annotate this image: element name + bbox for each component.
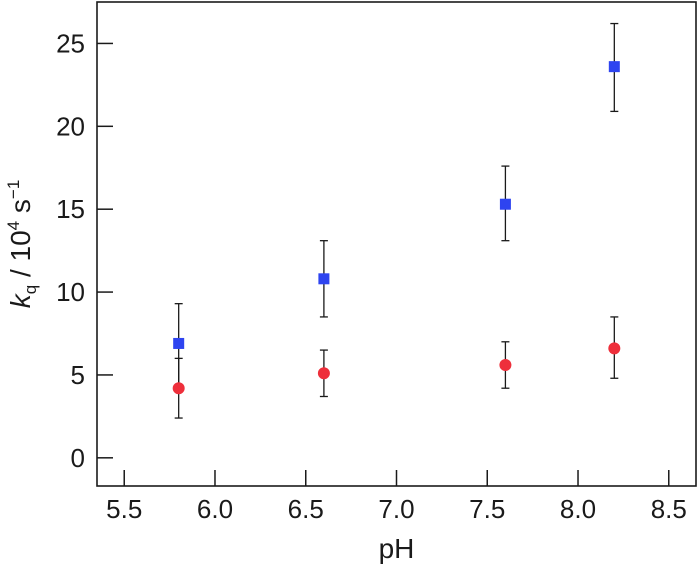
data-point-square <box>318 273 330 285</box>
error-bars <box>174 22 619 419</box>
x-tick-label: 7.5 <box>469 494 505 524</box>
x-tick-label: 8.0 <box>560 494 596 524</box>
x-tick-label: 6.5 <box>288 494 324 524</box>
y-tick-label: 15 <box>56 194 85 224</box>
data-point-circle <box>317 367 330 380</box>
y-tick-label: 20 <box>56 111 85 141</box>
x-tick-label: 5.5 <box>106 494 142 524</box>
tick-marks <box>97 42 670 486</box>
x-tick-label: 6.0 <box>197 494 233 524</box>
tick-labels: 5.5 6.0 6.5 7.0 7.5 8.0 8.5 0 5 10 15 20 25 <box>56 28 687 524</box>
plot-frame <box>96 1 697 487</box>
y-tick-label: 5 <box>71 360 85 390</box>
y-axis-title: kq / 104 s−1 <box>4 180 40 309</box>
y-tick-label: 0 <box>71 443 85 473</box>
data-point-circle <box>499 359 512 371</box>
data-point-square <box>499 198 511 210</box>
data-point-square <box>173 337 185 349</box>
data-markers <box>172 61 621 395</box>
y-tick-label: 10 <box>56 277 85 307</box>
x-axis-title: pH <box>379 533 415 564</box>
y-tick-label: 25 <box>56 28 85 58</box>
data-point-circle <box>608 342 621 355</box>
x-tick-label: 8.5 <box>651 494 687 524</box>
data-point-square <box>608 61 620 73</box>
data-point-circle <box>172 382 185 395</box>
x-tick-label: 7.0 <box>378 494 414 524</box>
